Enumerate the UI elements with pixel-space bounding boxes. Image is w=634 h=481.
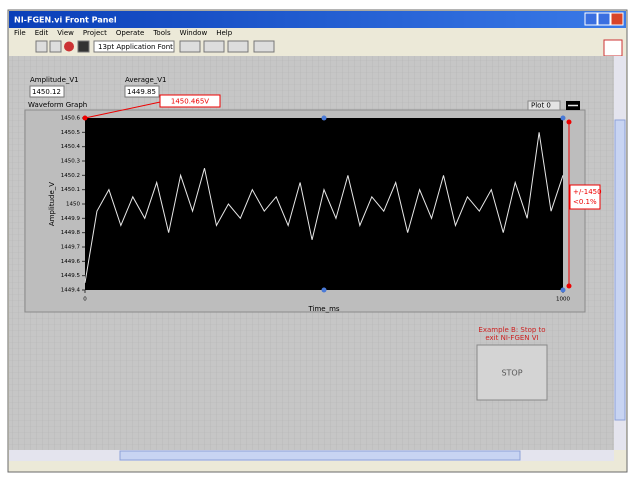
menu-item[interactable]: Project (83, 29, 107, 37)
horizontal-scroll-thumb[interactable] (119, 450, 521, 461)
abort-button[interactable] (64, 41, 74, 52)
numeric-indicator (29, 85, 65, 98)
note-text: exit NI-FGEN VI (485, 334, 538, 342)
plot-area (85, 118, 563, 290)
cursor-annotation-box (159, 94, 221, 108)
resize-button[interactable] (227, 40, 249, 53)
range-marker (566, 283, 572, 289)
minimize-button[interactable] (584, 12, 598, 26)
run-continuous-button[interactable] (49, 40, 62, 53)
y-tick-label: 1450 (66, 202, 80, 208)
x-tick-label: 0 (83, 297, 87, 303)
menu-item[interactable]: Help (216, 29, 233, 37)
font-selector[interactable] (93, 40, 175, 53)
waveform (84, 132, 564, 283)
pause-button[interactable] (77, 40, 90, 53)
cursor-marker (321, 287, 327, 293)
menu-item[interactable]: View (57, 29, 74, 37)
controls: Amplitude_V1 1450.12 Average_V1 1449.85 (29, 76, 167, 98)
y-tick-label: 1449.7 (61, 245, 81, 251)
range-marker (566, 119, 572, 125)
y-tick-label: 1450.2 (61, 173, 80, 179)
menu-item[interactable]: Operate (116, 29, 144, 37)
menu-item[interactable]: Tools (152, 29, 171, 37)
y-tick-label: 1449.5 (61, 273, 81, 279)
numeric-value: 1450.12 (32, 88, 61, 96)
y-tick-label: 1449.9 (61, 216, 81, 222)
title-bar (9, 11, 626, 28)
window-title: NI-FGEN.vi Front Panel (14, 16, 117, 25)
range-annotation: +/-1450 (573, 188, 602, 196)
menu-bar: File Edit View Project Operate Tools Window Hel… (14, 29, 233, 37)
graph-title: Waveform Graph (28, 101, 87, 109)
cursor-marker (560, 287, 566, 293)
menu-item[interactable]: File (14, 29, 26, 37)
cursor-marker (321, 115, 327, 121)
align-button[interactable] (179, 40, 201, 53)
numeric-value: 1449.85 (127, 88, 156, 96)
legend-label: Plot 0 (531, 102, 551, 110)
y-axis-label: Amplitude_V (48, 182, 56, 226)
numeric-indicator (124, 85, 160, 98)
vi-icon (603, 39, 623, 57)
y-tick-label: 1450.5 (61, 130, 81, 136)
y-tick-label: 1449.6 (61, 259, 81, 265)
y-tick-label: 1449.4 (61, 288, 81, 294)
y-tick-label: 1449.8 (61, 230, 81, 236)
menu-item[interactable]: Window (180, 29, 208, 37)
x-tick-label: 1000 (556, 297, 570, 303)
range-annotation: <0.1% (573, 198, 597, 206)
y-tick-label: 1450.6 (61, 116, 81, 122)
y-tick-label: 1450.1 (61, 187, 80, 193)
stop-button[interactable] (476, 344, 548, 401)
x-axis-label: Time_ms (307, 305, 339, 313)
cursor-leader (84, 100, 166, 119)
distribute-button[interactable] (203, 40, 225, 53)
menu-item[interactable]: Edit (35, 29, 49, 37)
run-button[interactable] (35, 40, 48, 53)
legend (527, 100, 561, 111)
plot: 1449.4 1449.5 1449.6 1449.7 1449.8 1449.9 1450… (61, 116, 571, 303)
control-label: Amplitude_V1 (30, 76, 79, 84)
control-label: Average_V1 (125, 76, 167, 84)
font-selector-text: 13pt Application Font (98, 43, 173, 51)
range-annotation-box (569, 184, 601, 210)
close-button[interactable] (610, 12, 624, 26)
cursor-marker (82, 115, 88, 121)
y-tick-label: 1450.4 (61, 144, 81, 150)
cursor-marker (560, 115, 566, 121)
reorder-button[interactable] (253, 40, 275, 53)
maximize-button[interactable] (597, 12, 611, 26)
y-tick-label: 1450.3 (61, 159, 81, 165)
cursor-annotation: 1450.465V (171, 98, 209, 106)
stop-button-label: STOP (501, 369, 522, 378)
note-text: Example B: Stop to (478, 326, 545, 334)
vertical-scroll-thumb[interactable] (614, 119, 626, 421)
